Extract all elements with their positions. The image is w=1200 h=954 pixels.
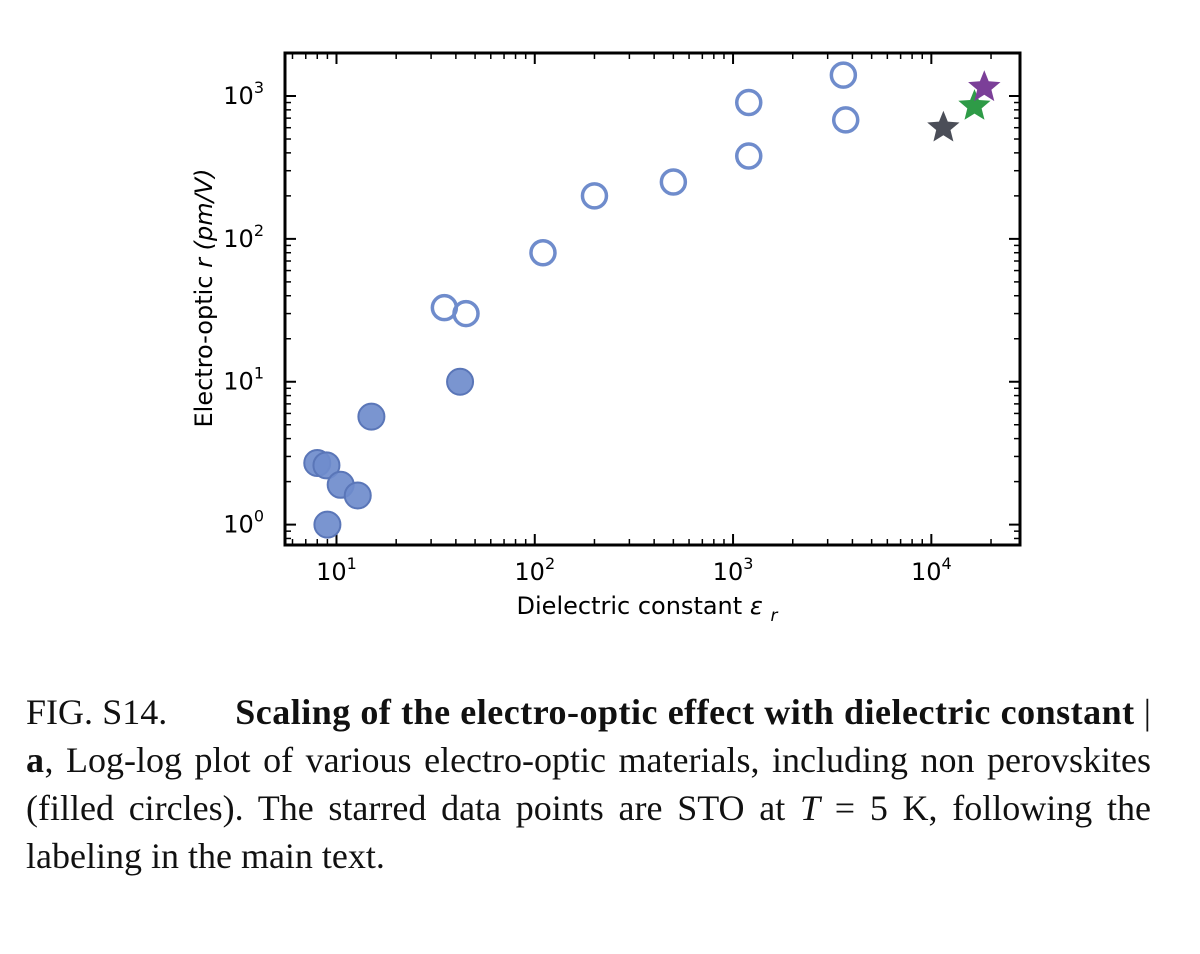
y-tick-label: 103 (223, 78, 264, 110)
x-tick-label: 102 (514, 554, 555, 586)
y-tick-label: 102 (223, 221, 264, 253)
star-marker (958, 89, 991, 120)
filled-circle-marker (357, 402, 386, 431)
y-axis-label-prefix: Electro-optic (190, 268, 218, 428)
scatter-plot: 101 102 103 104 100 101 102 103 Dielectric con… (190, 51, 1022, 626)
data-markers (303, 61, 1001, 539)
filled-circle-marker (313, 510, 342, 539)
caption-text-1: , Log-log plot of various electro-optic … (26, 740, 1151, 828)
x-axis-label-text: Dielectric constant (517, 592, 743, 620)
filled-circle-marker (312, 451, 341, 480)
x-axis-label-subscript: r (770, 606, 778, 626)
caption-figure-label: FIG. S14. (26, 692, 168, 732)
open-circle-marker (831, 106, 860, 134)
open-circle-marker (829, 61, 858, 89)
star-marker (927, 110, 960, 142)
y-tick-label: 101 (223, 364, 264, 396)
x-tick-label: 103 (713, 554, 754, 586)
figure-caption: FIG. S14. Scaling of the electro-optic ef… (26, 688, 1151, 880)
caption-separator: | (1134, 692, 1151, 732)
open-circle-marker (452, 299, 480, 328)
x-axis-label: Dielectric constant ε r (517, 592, 779, 626)
open-circle-marker (659, 168, 688, 196)
caption-title: Scaling of the electro-optic effect with… (235, 692, 1135, 732)
x-tick-label: 101 (316, 554, 357, 586)
x-axis-label-symbol: ε (750, 592, 763, 620)
x-tick-labels: 101 102 103 104 (316, 554, 952, 586)
y-axis-label-unit: (pm/V) (190, 169, 218, 251)
caption-panel-label: a (26, 740, 45, 780)
plot-frame (283, 51, 1022, 547)
y-axis-label: Electro-optic r (pm/V) (190, 169, 218, 428)
tick-marks (285, 53, 1020, 545)
y-tick-label: 100 (223, 507, 264, 539)
open-circle-marker (529, 238, 557, 267)
open-circle-marker (735, 88, 763, 117)
filled-circle-marker (446, 367, 475, 396)
y-tick-labels: 100 101 102 103 (223, 78, 264, 539)
y-axis-label-symbol: r (190, 256, 218, 268)
x-tick-label: 104 (911, 554, 952, 586)
open-circle-marker (580, 182, 609, 210)
open-circle-marker (735, 142, 763, 170)
caption-text-2: = 5 K, following the labeling in the mai… (26, 788, 1151, 876)
star-marker (968, 70, 1001, 102)
caption-math-variable: T (800, 788, 821, 828)
filled-circle-marker (343, 481, 372, 510)
